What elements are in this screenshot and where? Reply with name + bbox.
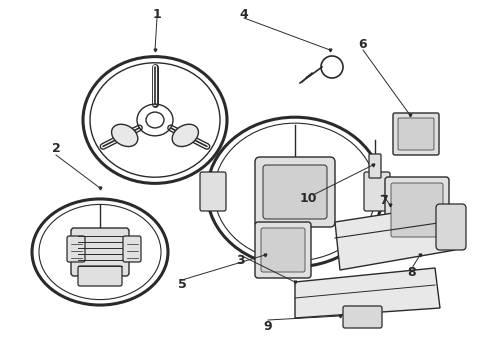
FancyBboxPatch shape (67, 236, 85, 262)
Ellipse shape (112, 124, 138, 147)
Text: 6: 6 (359, 37, 368, 50)
Text: 7: 7 (379, 194, 388, 207)
Polygon shape (335, 205, 455, 270)
Text: 8: 8 (408, 266, 416, 279)
Text: 10: 10 (299, 192, 317, 204)
FancyBboxPatch shape (261, 228, 305, 272)
FancyBboxPatch shape (391, 183, 443, 237)
FancyBboxPatch shape (263, 165, 327, 219)
FancyBboxPatch shape (123, 236, 141, 262)
Text: 1: 1 (152, 8, 161, 21)
FancyBboxPatch shape (78, 266, 122, 286)
Ellipse shape (172, 124, 198, 147)
FancyBboxPatch shape (369, 154, 381, 178)
FancyBboxPatch shape (255, 222, 311, 278)
FancyBboxPatch shape (385, 177, 449, 243)
Text: 3: 3 (236, 253, 245, 266)
FancyBboxPatch shape (393, 113, 439, 155)
FancyBboxPatch shape (343, 306, 382, 328)
Text: 4: 4 (240, 8, 248, 21)
Text: 5: 5 (177, 279, 186, 292)
FancyBboxPatch shape (436, 204, 466, 250)
Text: 9: 9 (264, 320, 272, 333)
Text: 2: 2 (51, 141, 60, 154)
FancyBboxPatch shape (71, 228, 129, 276)
Polygon shape (295, 268, 440, 318)
FancyBboxPatch shape (364, 172, 390, 211)
FancyBboxPatch shape (398, 118, 434, 150)
FancyBboxPatch shape (200, 172, 226, 211)
FancyBboxPatch shape (255, 157, 335, 227)
